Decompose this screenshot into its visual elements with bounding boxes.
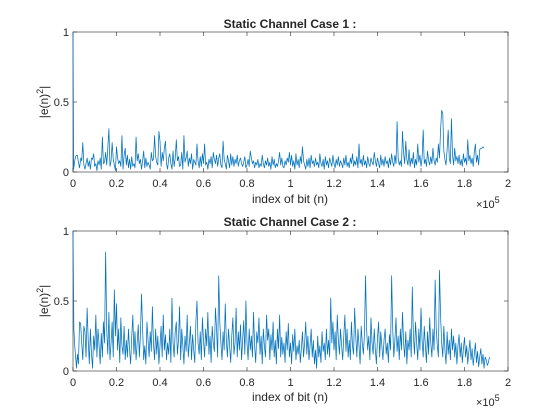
subplot-2-y-ticks: 00.51 [54,226,508,378]
x-tick-label: 0.2 [109,178,124,190]
y-tick-label: 0.5 [54,97,69,109]
subplot-1-x-multiplier: ×105 [476,195,500,211]
subplot-2-series-line [72,230,490,369]
subplot-1: Static Channel Case 1 : index of bit (n)… [35,17,511,211]
x-tick-label: 1 [287,178,293,190]
subplot-1-xlabel: index of bit (n) [252,192,328,206]
x-tick-label: 0.6 [196,178,211,190]
x-tick-label: 1.4 [370,377,385,389]
x-tick-label: 1.2 [326,377,341,389]
x-tick-label: 1.4 [370,178,385,190]
subplot-1-plot-area [72,31,509,173]
x-tick-label: 0.8 [239,377,254,389]
x-tick-label: 0.4 [152,377,167,389]
subplot-2-xlabel: index of bit (n) [252,390,328,404]
x-tick-label: 1 [287,377,293,389]
x-tick-label: 2 [505,377,511,389]
subplot-2: Static Channel Case 2 : index of bit (n)… [35,215,511,409]
x-tick-label: 1.6 [413,178,428,190]
x-tick-label: 0 [70,178,76,190]
y-tick-label: 0.5 [54,296,69,308]
x-tick-label: 2 [505,178,511,190]
subplot-2-ylabel: |e(n)2| [35,285,51,318]
y-tick-label: 1 [63,226,69,238]
subplot-1-y-ticks: 00.51 [54,27,508,179]
x-tick-label: 1.8 [457,377,472,389]
subplot-2-x-ticks: 0 0.2 0.4 0.6 0.8 1 1.2 1.4 1.6 1.8 2 [70,231,511,389]
x-tick-label: 1.6 [413,377,428,389]
x-tick-label: 1.2 [326,178,341,190]
subplot-2-x-multiplier: ×105 [476,393,500,409]
subplot-1-title: Static Channel Case 1 : [224,17,357,31]
subplot-1-series-line [72,31,485,171]
x-tick-label: 0.6 [196,377,211,389]
y-tick-label: 0 [63,167,69,179]
subplot-1-ylabel: |e(n)2| [35,86,51,119]
subplot-2-title: Static Channel Case 2 : [224,215,357,229]
x-tick-label: 0.8 [239,178,254,190]
y-tick-label: 0 [63,366,69,378]
x-tick-label: 0.2 [109,377,124,389]
x-tick-label: 0.4 [152,178,167,190]
x-tick-label: 0 [70,377,76,389]
x-tick-label: 1.8 [457,178,472,190]
y-tick-label: 1 [63,27,69,39]
subplot-1-x-ticks: 0 0.2 0.4 0.6 0.8 1 1.2 1.4 1.6 1.8 2 [70,32,511,190]
